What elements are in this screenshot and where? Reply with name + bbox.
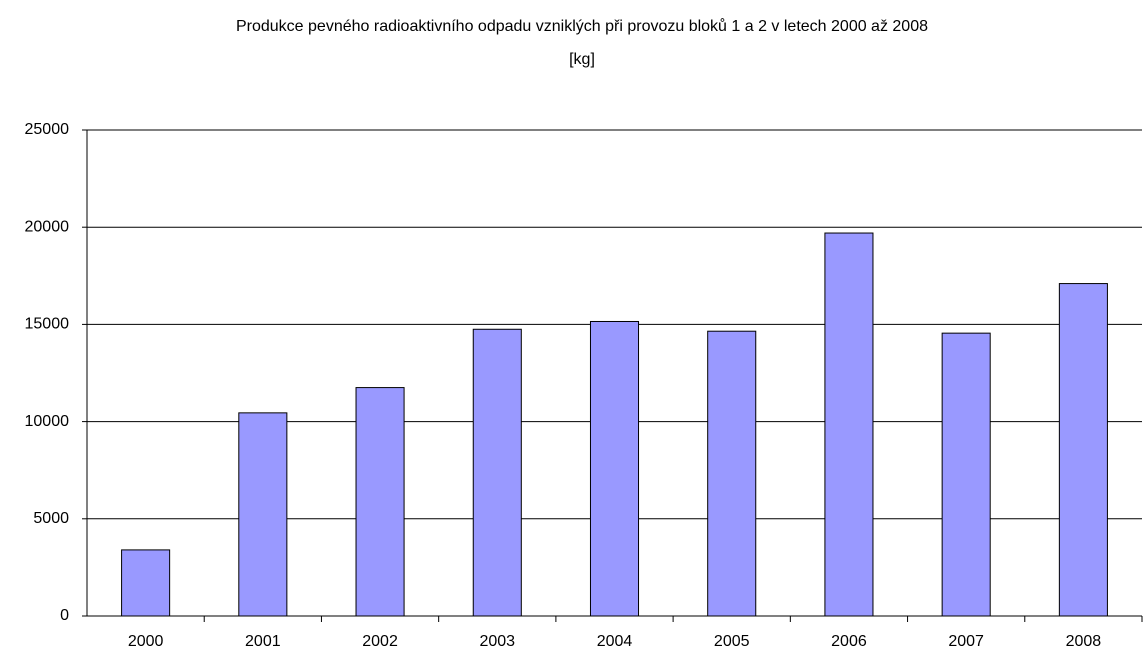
x-tick-label: 2004	[597, 633, 633, 650]
y-tick-label: 25000	[25, 121, 70, 138]
y-tick-label: 0	[60, 607, 69, 624]
chart-title: Produkce pevného radioaktivního odpadu v…	[236, 17, 928, 35]
bar	[472, 328, 522, 617]
y-tick-label: 10000	[25, 413, 70, 430]
bar	[121, 549, 171, 617]
x-tick-label: 2002	[362, 633, 398, 650]
x-tick-label: 2008	[1066, 633, 1102, 650]
bar	[707, 330, 757, 617]
y-tick-label: 15000	[25, 316, 70, 333]
bar	[824, 232, 874, 617]
x-tick-label: 2003	[479, 633, 515, 650]
chart-subtitle: [kg]	[569, 51, 595, 68]
bar	[941, 332, 991, 617]
x-tick-label: 2006	[831, 633, 867, 650]
bar	[589, 320, 640, 617]
bar	[355, 387, 405, 617]
bar	[1058, 283, 1108, 617]
x-tick-label: 2000	[128, 633, 164, 650]
y-tick-label: 5000	[33, 510, 69, 527]
x-tick-label: 2007	[948, 633, 984, 650]
x-tick-label: 2001	[245, 633, 281, 650]
y-tick-label: 20000	[25, 218, 70, 235]
x-tick-label: 2005	[714, 633, 750, 650]
bar	[238, 412, 288, 617]
